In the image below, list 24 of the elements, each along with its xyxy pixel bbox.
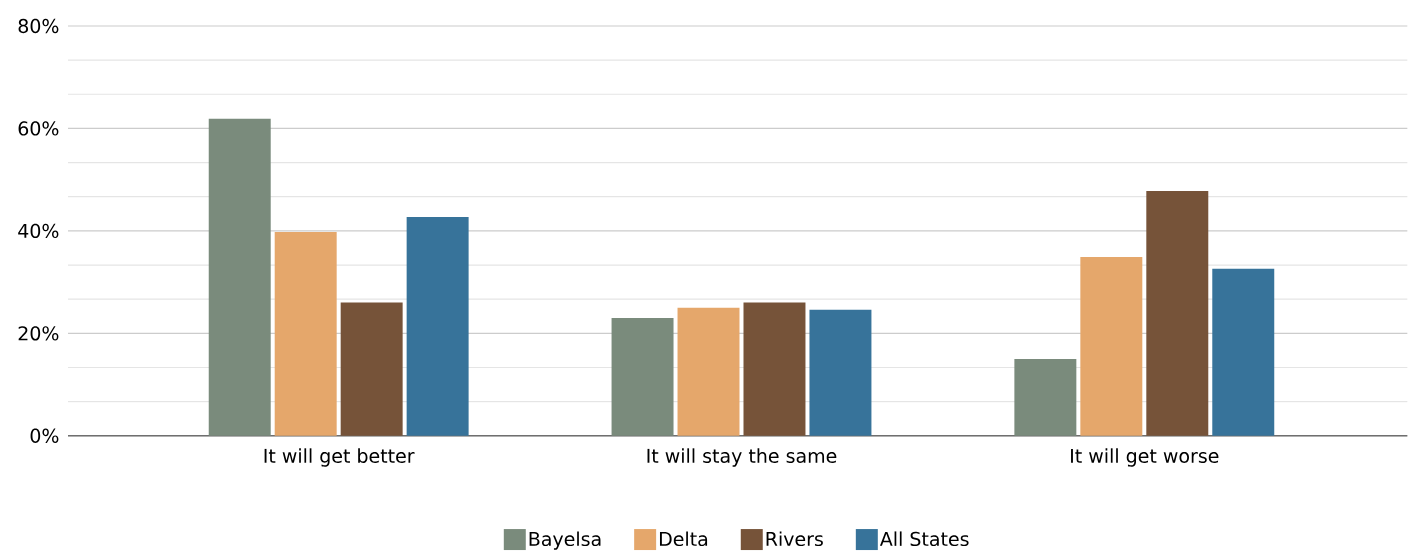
legend-label: All States	[879, 531, 969, 547]
bar	[1014, 359, 1077, 436]
bar	[611, 318, 674, 436]
bar	[743, 302, 806, 436]
bar	[274, 232, 337, 436]
bar	[208, 118, 271, 436]
y-tick-label: 0%	[30, 428, 59, 444]
y-tick-label: 40%	[18, 223, 59, 239]
y-tick-label: 80%	[18, 18, 59, 34]
bar	[1146, 191, 1209, 436]
bar	[340, 302, 403, 436]
legend-label: Delta	[659, 531, 708, 547]
bar	[809, 309, 872, 436]
legend-label: Rivers	[766, 531, 823, 547]
y-tick-label: 60%	[18, 121, 59, 136]
bar	[406, 217, 469, 436]
x-tick-label: It will get worse	[1071, 448, 1219, 467]
x-tick-label: It will stay the same	[647, 448, 837, 467]
legend-label: Bayelsa	[529, 531, 601, 550]
bar	[1212, 268, 1275, 436]
y-tick-label: 20%	[18, 326, 59, 341]
bar	[677, 307, 740, 436]
x-tick-label: It will get better	[264, 448, 415, 467]
bar	[1080, 257, 1143, 436]
